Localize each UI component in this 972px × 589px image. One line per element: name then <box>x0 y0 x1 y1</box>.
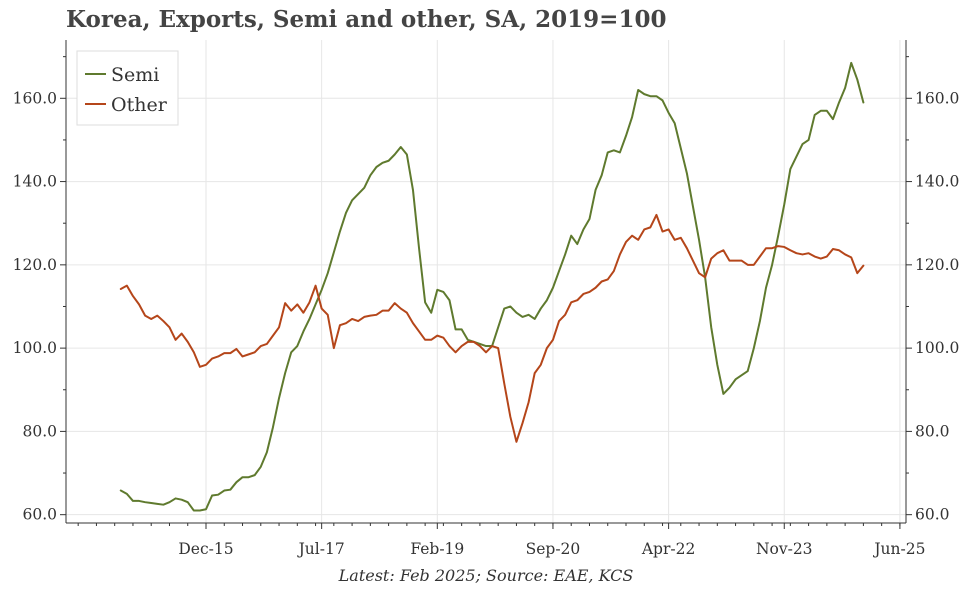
y-tick-label-right: 140.0 <box>915 173 959 191</box>
y-tick-label-left: 160.0 <box>13 89 57 107</box>
y-tick-label-left: 60.0 <box>22 506 57 524</box>
y-tick-label-right: 120.0 <box>915 256 959 274</box>
x-tick-label: Sep-20 <box>526 540 581 558</box>
y-tick-label-right: 160.0 <box>915 89 959 107</box>
x-tick-label: Feb-19 <box>410 540 464 558</box>
legend: Semi Other <box>76 50 179 126</box>
y-tick-label-right: 60.0 <box>915 506 950 524</box>
legend-label-semi: Semi <box>111 64 159 86</box>
y-tick-label-right: 80.0 <box>915 422 950 440</box>
x-tick-label: Dec-15 <box>178 540 233 558</box>
x-tick-label: Jun-25 <box>872 540 925 558</box>
chart-footer: Latest: Feb 2025; Source: EAE, KCS <box>338 566 634 585</box>
y-tick-label-right: 100.0 <box>915 339 959 357</box>
y-tick-label-left: 100.0 <box>13 339 57 357</box>
x-tick-label: Nov-23 <box>756 540 813 558</box>
x-tick-label: Jul-17 <box>297 540 345 558</box>
legend-label-other: Other <box>111 94 168 116</box>
y-tick-label-left: 120.0 <box>13 256 57 274</box>
series-lines <box>119 61 865 512</box>
y-tick-label-left: 80.0 <box>22 422 57 440</box>
axes: 60.0 60.0 80.0 80.0 100.0 100.0 120.0 120.0 140.… <box>13 40 959 558</box>
series-line-semi <box>119 61 865 512</box>
legend-box <box>76 50 179 126</box>
gridlines <box>66 40 906 523</box>
y-tick-label-left: 140.0 <box>13 173 57 191</box>
chart-title: Korea, Exports, Semi and other, SA, 2019… <box>66 6 667 33</box>
series-line-other <box>119 213 865 443</box>
x-tick-label: Apr-22 <box>641 540 696 558</box>
